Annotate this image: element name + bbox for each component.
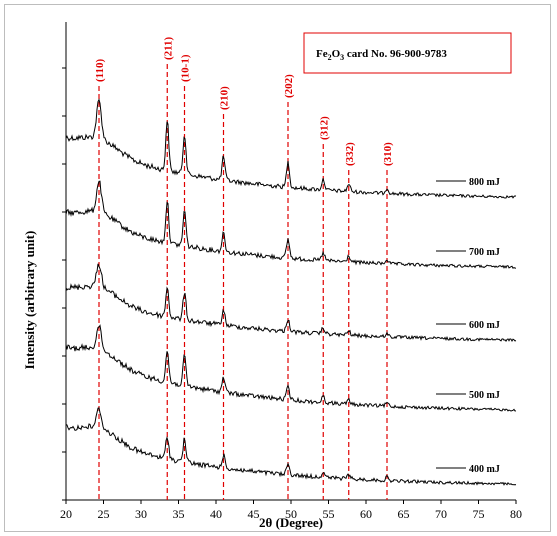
plane-label: (310)	[382, 142, 394, 166]
series-label: 500 mJ	[469, 390, 500, 401]
reference-lines: (110) (211) (10-1) (210) (202) (312) (332) (310…	[94, 36, 394, 500]
x-tick-label: 25	[98, 507, 110, 521]
x-tick-label: 60	[360, 507, 372, 521]
x-tick-label: 30	[135, 507, 147, 521]
series-label: 700 mJ	[469, 247, 500, 258]
plane-label: (10-1)	[180, 54, 192, 82]
x-axis-title: 2θ (Degree)	[259, 515, 323, 530]
diffraction-patterns	[65, 98, 517, 486]
x-tick-label: 65	[398, 507, 410, 521]
plane-label: (312)	[318, 116, 330, 140]
x-tick-label: 35	[173, 507, 185, 521]
pattern-line	[65, 324, 517, 412]
card-legend: Fe2O3 card No. 96-900-9783	[303, 32, 512, 74]
pattern-line	[65, 263, 517, 343]
pattern-line	[65, 407, 517, 486]
card-number: card No. 96-900-9783	[344, 48, 447, 60]
plane-label: (210)	[219, 86, 231, 110]
series-label: 800 mJ	[469, 177, 500, 188]
card-o: O	[332, 48, 341, 60]
series-label: 400 mJ	[469, 464, 500, 475]
series-label: 600 mJ	[469, 320, 500, 331]
x-tick-label: 50	[285, 507, 297, 521]
plane-label: (110)	[94, 58, 106, 82]
x-tick-label: 70	[435, 507, 447, 521]
plane-label: (332)	[344, 142, 356, 166]
x-tick-label: 80	[510, 507, 522, 521]
pattern-line	[65, 98, 517, 199]
figure-frame	[4, 4, 551, 532]
series-labels: 800 mJ 700 mJ 600 mJ 500 mJ 400 mJ	[436, 177, 500, 475]
x-tick-label: 45	[248, 507, 260, 521]
card-legend-text: Fe2O3 card No. 96-900-9783	[316, 48, 447, 62]
plane-label: (211)	[162, 36, 174, 60]
plane-label: (202)	[283, 74, 295, 98]
card-sub1: 2	[328, 53, 332, 62]
pattern-line	[65, 180, 516, 269]
y-axis-ticks	[62, 67, 66, 501]
card-sub2: 3	[340, 53, 344, 62]
card-fe: Fe	[316, 48, 328, 60]
x-tick-label: 55	[323, 507, 335, 521]
x-tick-label: 40	[210, 507, 222, 521]
card-legend-box	[303, 32, 512, 74]
y-axis-title: Intensity (arbitrary unit)	[22, 231, 37, 370]
x-tick-label: 20	[60, 507, 72, 521]
x-axis-ticks: 20 25 30 35 40 45 50 55 60 65 70 75 80	[60, 500, 522, 521]
x-tick-label: 75	[473, 507, 485, 521]
